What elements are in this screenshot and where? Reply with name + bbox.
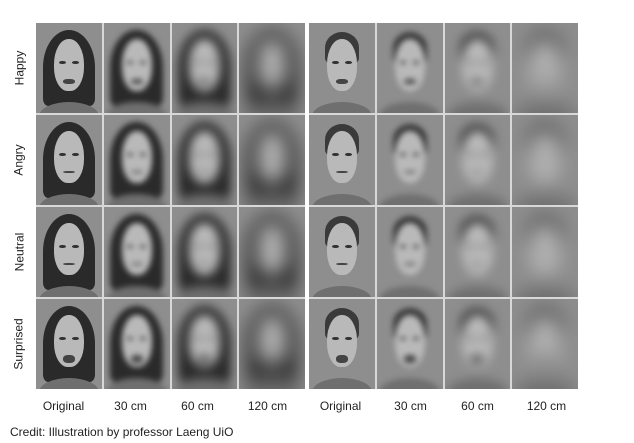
face-image-neutral — [512, 207, 578, 297]
face-image-happy — [376, 23, 443, 113]
face-image-happy — [512, 23, 578, 113]
column-label: 30 cm — [114, 399, 147, 413]
column-label: 120 cm — [247, 399, 288, 413]
face-image-happy — [36, 23, 102, 113]
face-image-happy — [103, 23, 170, 113]
face-image-surprised — [444, 299, 511, 389]
face-image-neutral — [239, 207, 305, 297]
row-label-neutral: Neutral — [4, 207, 34, 297]
face-image-surprised — [512, 299, 578, 389]
face-image-surprised — [376, 299, 443, 389]
face-image-neutral — [309, 207, 375, 297]
column-label: 120 cm — [526, 399, 567, 413]
column-label: 30 cm — [394, 399, 427, 413]
column-label: 60 cm — [461, 399, 494, 413]
face-image-happy — [444, 23, 511, 113]
face-image-surprised — [309, 299, 375, 389]
face-image-surprised — [36, 299, 102, 389]
row-label-text: Surprised — [12, 318, 27, 370]
face-image-angry — [512, 115, 578, 205]
face-image-surprised — [171, 299, 238, 389]
row-label-text: Neutral — [12, 232, 26, 272]
face-image-neutral — [376, 207, 443, 297]
row-label-happy: Happy — [4, 23, 34, 113]
face-image-surprised — [103, 299, 170, 389]
face-image-angry — [239, 115, 305, 205]
column-label: Original — [42, 399, 85, 413]
face-image-angry — [36, 115, 102, 205]
row-label-text: Angry — [12, 144, 27, 176]
column-label: 60 cm — [181, 399, 214, 413]
face-image-angry — [444, 115, 511, 205]
face-image-happy — [309, 23, 375, 113]
face-image-angry — [103, 115, 170, 205]
face-image-happy — [239, 23, 305, 113]
row-label-text: Happy — [12, 50, 26, 86]
row-label-surprised: Surprised — [4, 299, 34, 389]
female-face-grid — [36, 23, 305, 389]
face-image-neutral — [171, 207, 238, 297]
face-image-angry — [171, 115, 238, 205]
credit-caption: Credit: Illustration by professor Laeng … — [10, 425, 234, 439]
column-label: Original — [319, 399, 362, 413]
face-image-angry — [309, 115, 375, 205]
face-image-neutral — [103, 207, 170, 297]
face-image-surprised — [239, 299, 305, 389]
face-image-neutral — [36, 207, 102, 297]
face-image-happy — [171, 23, 238, 113]
male-face-grid — [309, 23, 578, 389]
face-image-neutral — [444, 207, 511, 297]
face-image-angry — [376, 115, 443, 205]
row-label-angry: Angry — [4, 115, 34, 205]
